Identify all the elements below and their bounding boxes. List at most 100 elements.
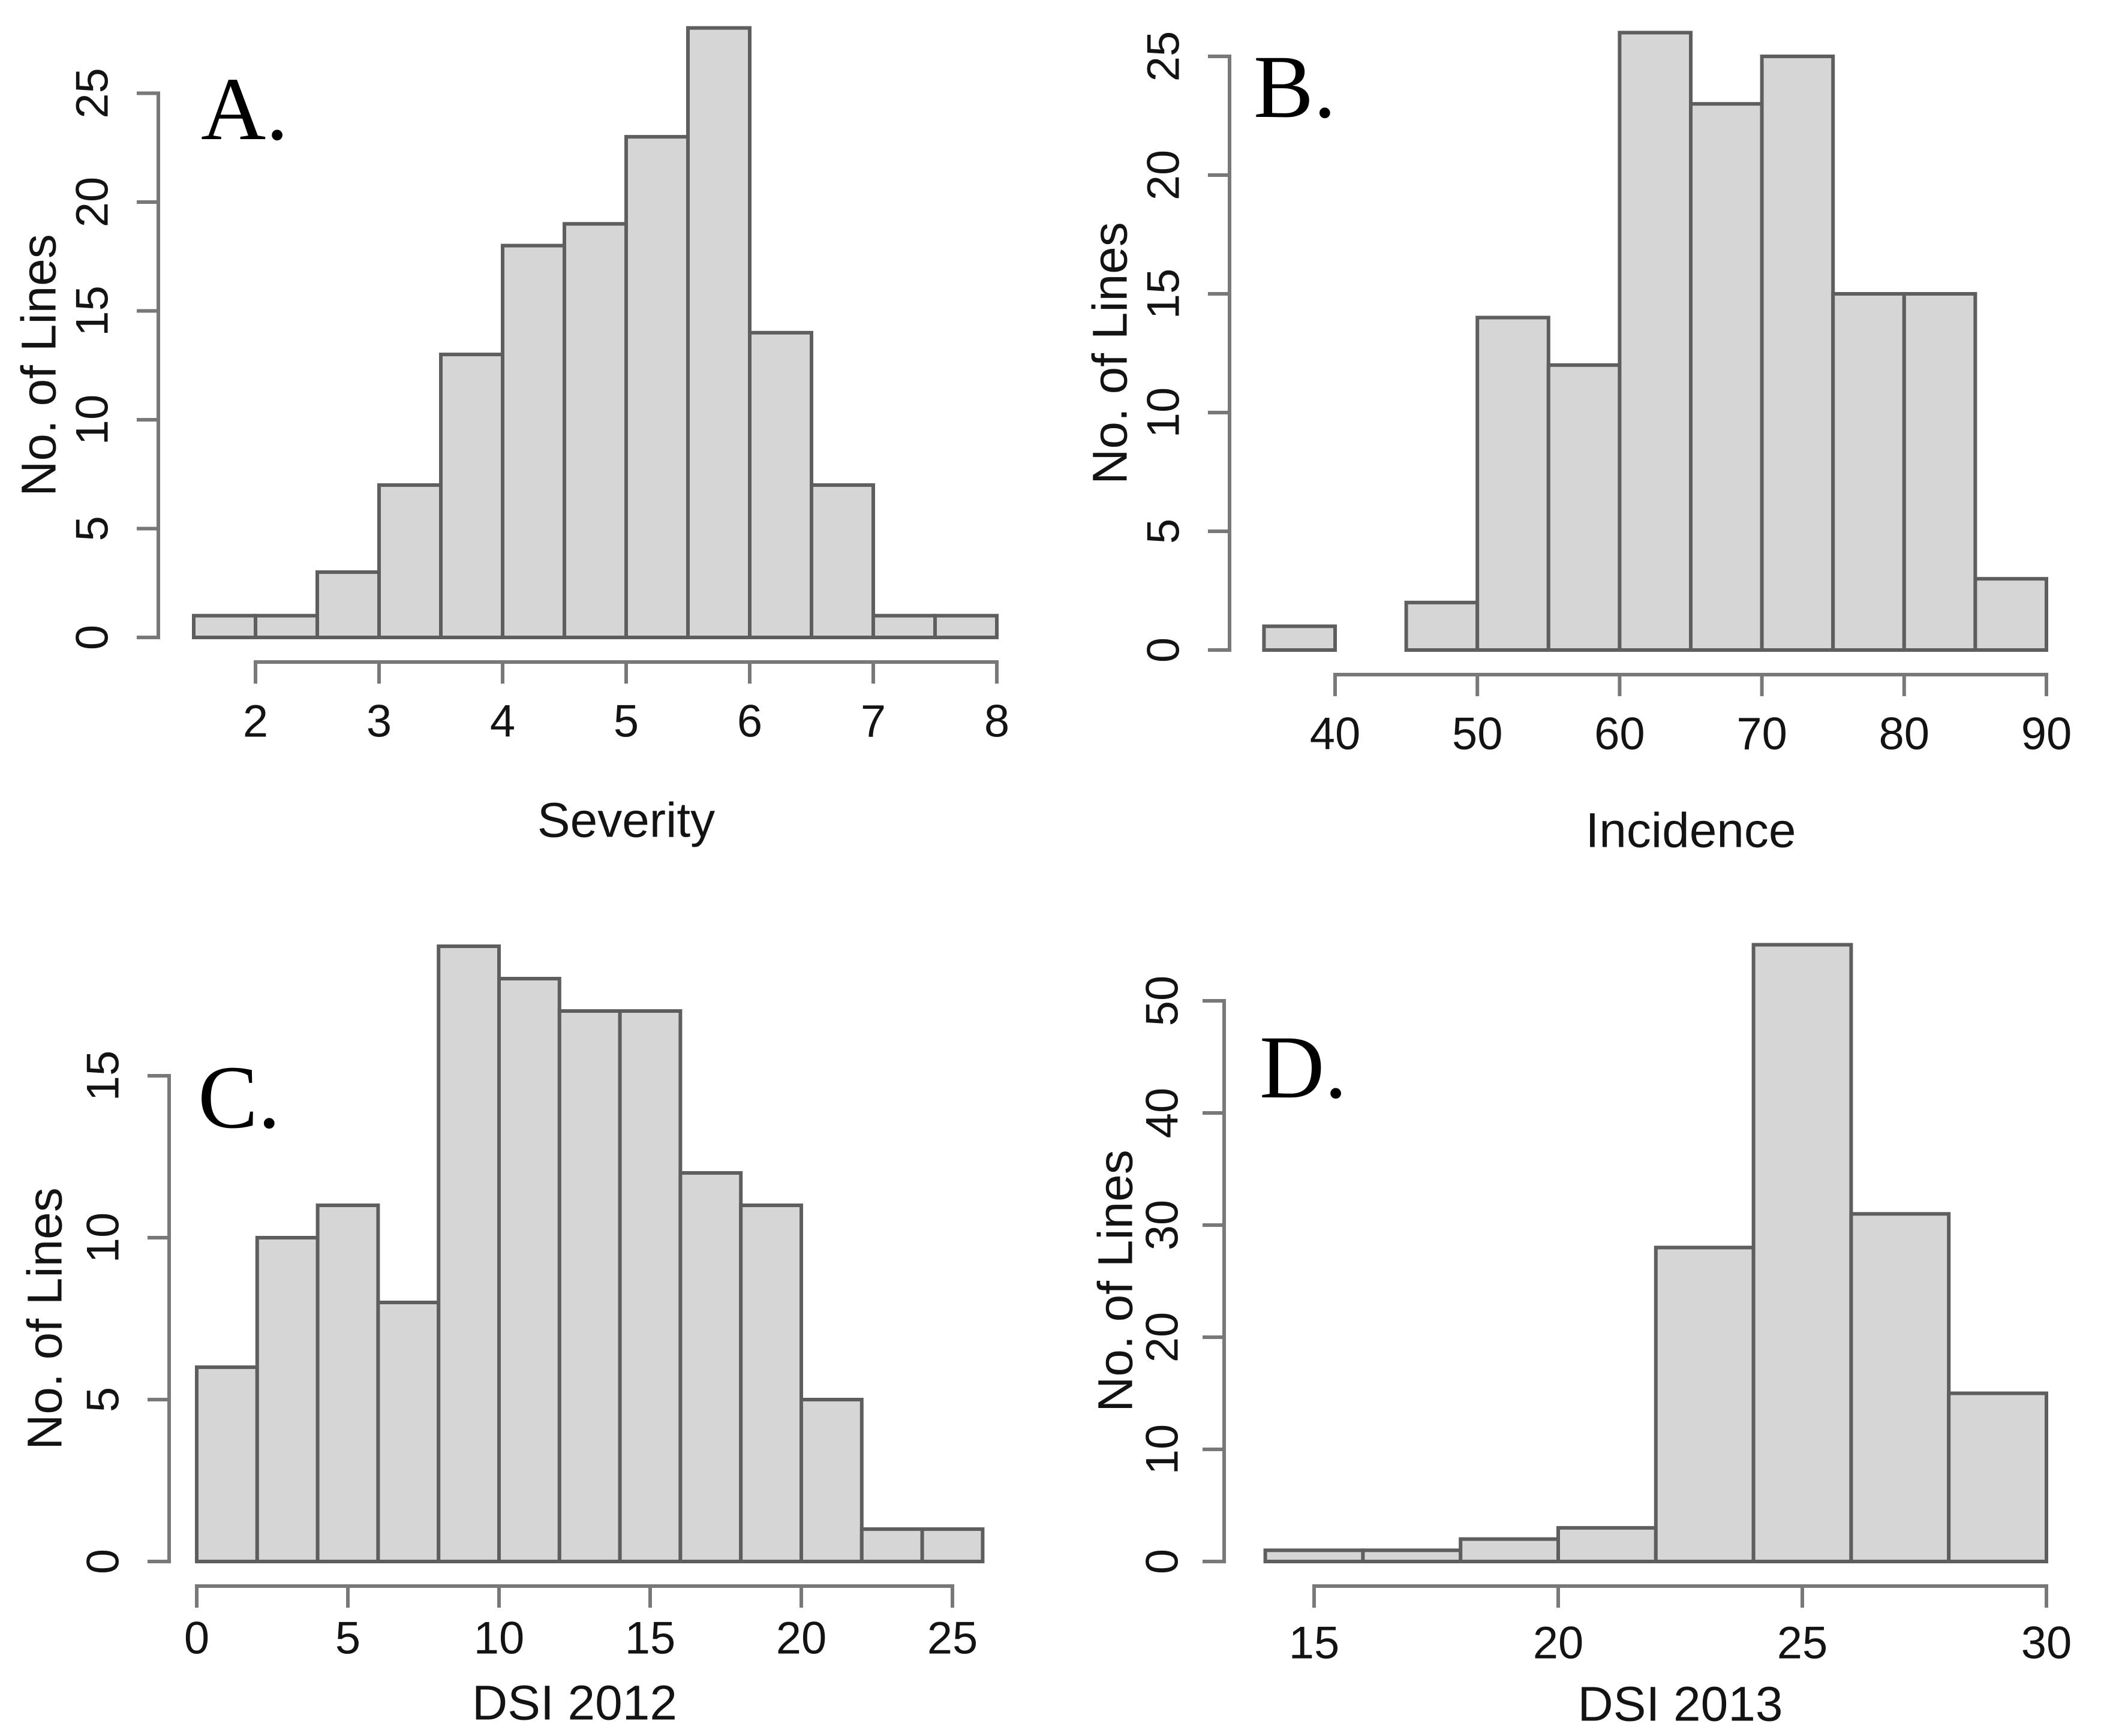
histogram-bar [1263, 1548, 1365, 1564]
histogram-bar [1361, 1548, 1463, 1564]
histogram-bar [686, 26, 752, 640]
histogram-bar [1546, 363, 1622, 652]
histogram-bar [1689, 102, 1764, 652]
y-tick-label: 5 [1138, 519, 1189, 544]
y-tick-label: 20 [67, 177, 118, 228]
y-tick-label: 15 [67, 285, 118, 336]
panel-b: 0 5 10 15 20 25 40 50 60 70 80 90 Incidence No. of Li… [1083, 31, 2072, 858]
histogram-bar [1902, 292, 1977, 652]
histogram-bar [437, 944, 501, 1563]
y-tick-label: 20 [1138, 150, 1189, 201]
histogram-bar [497, 977, 561, 1563]
panel-c: 0 5 10 15 0 5 10 15 20 25 DSI 2012 No. of Lines C. [18, 944, 985, 1731]
y-tick-label: 30 [1137, 1200, 1188, 1251]
histogram-bar [195, 1365, 259, 1563]
histogram-bar [377, 483, 443, 640]
histogram-bar [810, 483, 875, 640]
histogram-bar [1751, 943, 1853, 1563]
y-tick-label: 10 [1138, 387, 1189, 438]
x-tick-label: 20 [1533, 1618, 1584, 1669]
x-tick-label: 15 [1289, 1618, 1340, 1669]
histogram-bar [439, 353, 504, 639]
histogram-bar [1475, 315, 1550, 652]
x-tick-label: 5 [335, 1613, 360, 1664]
x-tick-label: 2 [243, 696, 268, 747]
panel-d: 0 10 20 30 40 50 15 20 25 30 DSI 2013 No. of Lines D… [1089, 943, 2072, 1732]
y-axis-title: No. of Lines [18, 1187, 73, 1450]
x-tick-label: 40 [1310, 709, 1361, 760]
panel-a: 0 5 10 15 20 25 2 3 4 5 6 7 8 Severity No. of Lines A. [12, 26, 1009, 848]
y-axis-title: No. of Lines [1083, 222, 1138, 485]
panel-letter: B. [1254, 37, 1336, 137]
x-tick-label: 20 [776, 1613, 827, 1664]
y-tick-label: 0 [1138, 637, 1189, 663]
histogram-bar [1947, 1391, 2048, 1563]
histogram-bar [1459, 1537, 1560, 1564]
histogram-bar [1556, 1526, 1658, 1563]
histogram-bar [1849, 1212, 1951, 1564]
histogram-bar [1654, 1245, 1756, 1563]
x-tick-label: 80 [1879, 709, 1930, 760]
histogram-bar [255, 1236, 320, 1563]
histogram-bar [1404, 600, 1480, 652]
histogram-bar [501, 243, 566, 640]
x-axis-title: DSI 2013 [1578, 1677, 1783, 1732]
histogram-bar [739, 1204, 803, 1563]
histogram-bar [315, 1204, 380, 1563]
panel-letter: A. [201, 59, 288, 159]
y-axis-title: No. of Lines [12, 234, 67, 497]
y-tick-label: 25 [1138, 31, 1189, 82]
histogram-bar [1618, 31, 1693, 652]
histogram-bar [618, 1009, 683, 1563]
y-tick-label: 20 [1137, 1312, 1188, 1363]
x-tick-label: 50 [1452, 709, 1503, 760]
x-axis-title: DSI 2012 [472, 1676, 677, 1731]
y-tick-label: 5 [67, 516, 118, 541]
histogram-bar [859, 1527, 924, 1563]
y-tick-label: 15 [1138, 269, 1189, 320]
x-tick-label: 3 [366, 696, 392, 747]
x-tick-label: 4 [490, 696, 515, 747]
y-tick-label: 25 [67, 68, 118, 119]
histogram-bar [315, 570, 381, 639]
panel-letter: D. [1260, 1018, 1347, 1117]
x-tick-label: 5 [614, 696, 639, 747]
y-tick-label: 10 [78, 1213, 129, 1263]
histogram-bar [624, 135, 690, 640]
histogram-bar [920, 1527, 985, 1563]
x-tick-label: 0 [184, 1613, 209, 1664]
histogram-bar [871, 613, 937, 639]
histogram-bar [254, 613, 319, 639]
x-tick-label: 70 [1736, 709, 1787, 760]
x-tick-label: 60 [1594, 709, 1645, 760]
histogram-bar [1760, 55, 1835, 652]
histogram-bar [748, 330, 813, 639]
y-tick-label: 0 [67, 625, 118, 650]
histogram-bar [376, 1301, 441, 1563]
x-tick-label: 10 [474, 1613, 525, 1664]
x-tick-label: 8 [984, 696, 1009, 747]
y-tick-label: 50 [1137, 976, 1188, 1027]
y-tick-label: 15 [78, 1051, 129, 1102]
y-tick-label: 0 [78, 1549, 129, 1574]
y-axis-title: No. of Lines [1089, 1150, 1143, 1412]
x-tick-label: 6 [737, 696, 762, 747]
x-axis-title: Severity [537, 793, 715, 848]
histogram-bar [192, 613, 257, 639]
histogram-bar [1262, 624, 1337, 652]
x-tick-label: 90 [2021, 709, 2072, 760]
histogram-bar [933, 613, 999, 639]
histogram-bar [1831, 292, 1906, 652]
x-tick-label: 7 [861, 696, 886, 747]
y-tick-label: 40 [1137, 1088, 1188, 1139]
y-tick-label: 10 [67, 395, 118, 446]
histogram-bar [1973, 577, 2048, 652]
x-tick-label: 15 [625, 1613, 676, 1664]
x-tick-label: 30 [2021, 1618, 2072, 1669]
y-tick-label: 10 [1137, 1424, 1188, 1475]
histogram-bar [563, 222, 628, 639]
histogram-bar [678, 1171, 743, 1563]
x-tick-label: 25 [927, 1613, 978, 1664]
